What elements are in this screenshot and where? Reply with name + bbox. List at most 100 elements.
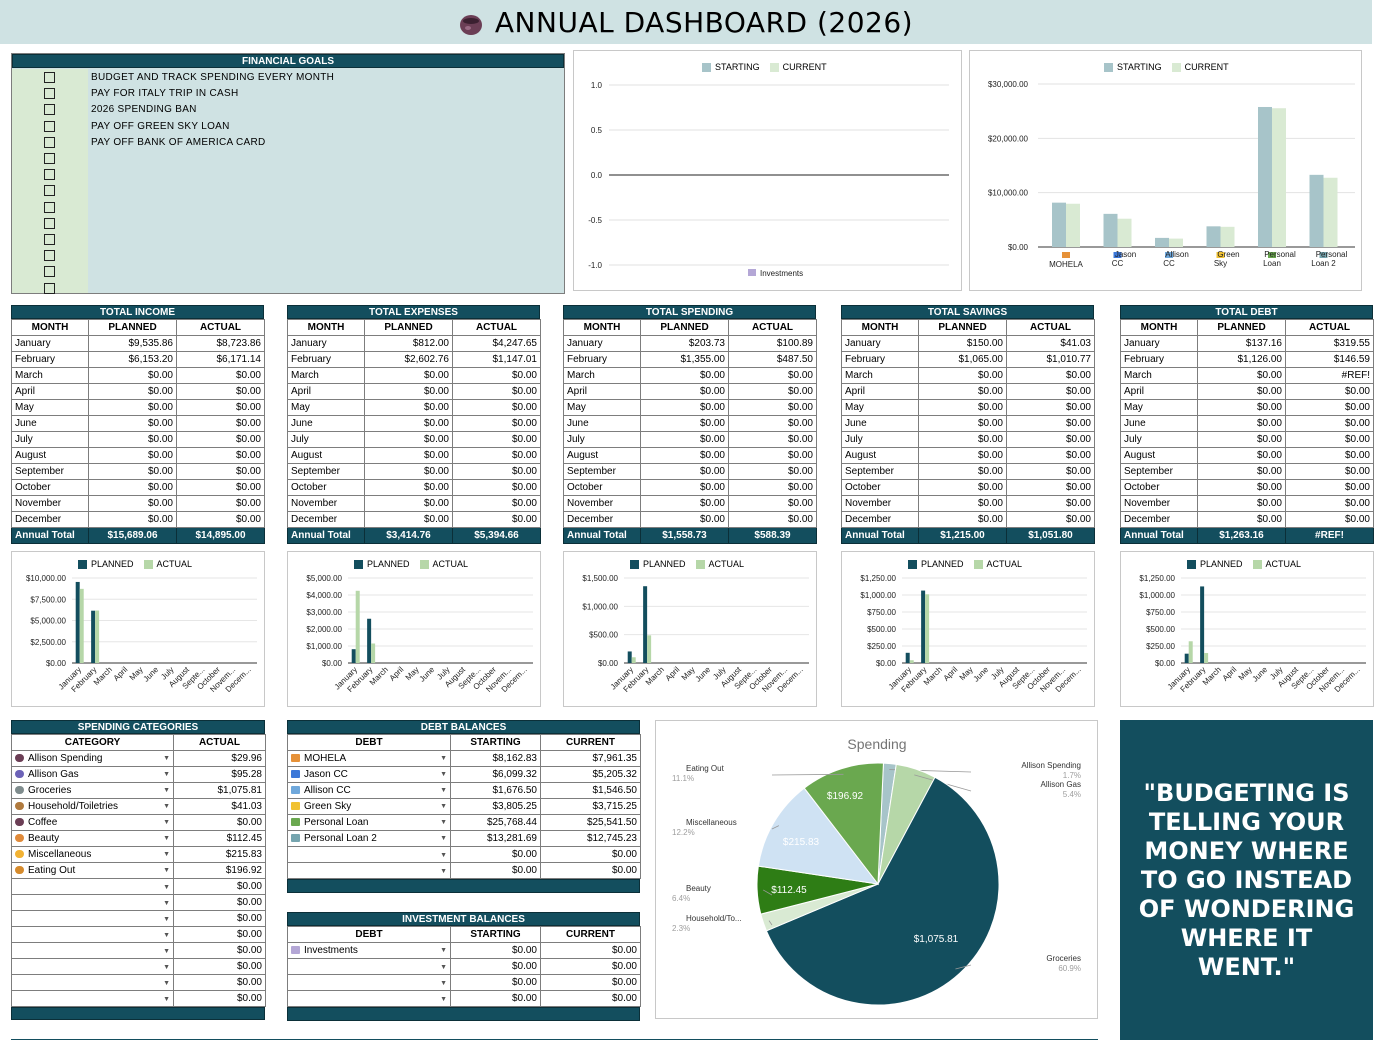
category-cell[interactable]: ▼ bbox=[11, 974, 174, 991]
planned-cell[interactable]: $0.00 bbox=[88, 431, 177, 448]
actual-cell[interactable]: $0.00 bbox=[728, 463, 817, 480]
actual-cell[interactable]: $0.00 bbox=[728, 479, 817, 496]
actual-cell[interactable]: $0.00 bbox=[728, 511, 817, 528]
dropdown-arrow-icon[interactable]: ▼ bbox=[163, 755, 170, 762]
actual-cell[interactable]: $196.92 bbox=[173, 862, 266, 879]
dropdown-arrow-icon[interactable]: ▼ bbox=[440, 868, 447, 875]
current-cell[interactable]: $0.00 bbox=[540, 958, 641, 975]
planned-cell[interactable]: $0.00 bbox=[918, 415, 1007, 432]
planned-cell[interactable]: $0.00 bbox=[1197, 479, 1286, 496]
actual-cell[interactable]: $0.00 bbox=[173, 910, 266, 927]
actual-cell[interactable]: $0.00 bbox=[173, 814, 266, 831]
planned-cell[interactable]: $0.00 bbox=[364, 479, 453, 496]
month-cell[interactable]: February bbox=[1120, 351, 1198, 368]
planned-cell[interactable]: $6,153.20 bbox=[88, 351, 177, 368]
actual-cell[interactable]: $0.00 bbox=[173, 878, 266, 895]
goal-checkbox[interactable] bbox=[44, 169, 55, 181]
current-cell[interactable]: $25,541.50 bbox=[540, 814, 641, 831]
planned-cell[interactable]: $0.00 bbox=[88, 511, 177, 528]
actual-cell[interactable]: $0.00 bbox=[176, 399, 265, 416]
planned-cell[interactable]: $0.00 bbox=[1197, 463, 1286, 480]
planned-cell[interactable]: $0.00 bbox=[1197, 415, 1286, 432]
dropdown-arrow-icon[interactable]: ▼ bbox=[440, 771, 447, 778]
actual-cell[interactable]: $146.59 bbox=[1285, 351, 1374, 368]
planned-cell[interactable]: $0.00 bbox=[1197, 495, 1286, 512]
actual-cell[interactable]: $1,075.81 bbox=[173, 782, 266, 799]
actual-cell[interactable]: $0.00 bbox=[728, 431, 817, 448]
debt-cell[interactable]: MOHELA ▼ bbox=[287, 750, 451, 767]
actual-cell[interactable]: $0.00 bbox=[452, 447, 541, 464]
actual-cell[interactable]: $0.00 bbox=[1006, 367, 1095, 384]
current-cell[interactable]: $3,715.25 bbox=[540, 798, 641, 815]
goal-checkbox[interactable] bbox=[44, 234, 55, 245]
month-cell[interactable]: July bbox=[1120, 431, 1198, 448]
actual-cell[interactable]: $112.45 bbox=[173, 830, 266, 847]
actual-cell[interactable]: $0.00 bbox=[176, 495, 265, 512]
actual-cell[interactable]: $0.00 bbox=[173, 894, 266, 911]
dropdown-arrow-icon[interactable]: ▼ bbox=[163, 996, 170, 1003]
actual-cell[interactable]: $0.00 bbox=[1006, 463, 1095, 480]
month-cell[interactable]: May bbox=[841, 399, 919, 416]
actual-cell[interactable]: $0.00 bbox=[1006, 447, 1095, 464]
month-cell[interactable]: January bbox=[11, 335, 89, 352]
planned-cell[interactable]: $0.00 bbox=[1197, 399, 1286, 416]
planned-cell[interactable]: $0.00 bbox=[918, 511, 1007, 528]
planned-cell[interactable]: $0.00 bbox=[364, 511, 453, 528]
actual-cell[interactable]: $0.00 bbox=[1285, 511, 1374, 528]
actual-cell[interactable]: $0.00 bbox=[1285, 495, 1374, 512]
actual-cell[interactable]: $1,010.77 bbox=[1006, 351, 1095, 368]
dropdown-arrow-icon[interactable]: ▼ bbox=[163, 884, 170, 891]
planned-cell[interactable]: $0.00 bbox=[918, 495, 1007, 512]
month-cell[interactable]: August bbox=[841, 447, 919, 464]
debt-cell[interactable]: Personal Loan 2 ▼ bbox=[287, 830, 451, 847]
planned-cell[interactable]: $0.00 bbox=[1197, 431, 1286, 448]
category-cell[interactable]: ▼ bbox=[11, 942, 174, 959]
actual-cell[interactable]: $0.00 bbox=[1006, 431, 1095, 448]
month-cell[interactable]: February bbox=[11, 351, 89, 368]
month-cell[interactable]: July bbox=[287, 431, 365, 448]
actual-cell[interactable]: $29.96 bbox=[173, 750, 266, 767]
category-cell[interactable]: Allison Spending ▼ bbox=[11, 750, 174, 767]
dropdown-arrow-icon[interactable]: ▼ bbox=[163, 964, 170, 971]
current-cell[interactable]: $12,745.23 bbox=[540, 830, 641, 847]
current-cell[interactable]: $1,546.50 bbox=[540, 782, 641, 799]
actual-cell[interactable]: $0.00 bbox=[728, 415, 817, 432]
actual-cell[interactable]: #REF! bbox=[1285, 367, 1374, 384]
month-cell[interactable]: September bbox=[287, 463, 365, 480]
goal-checkbox[interactable] bbox=[44, 88, 55, 100]
planned-cell[interactable]: $0.00 bbox=[640, 447, 729, 464]
dropdown-arrow-icon[interactable]: ▼ bbox=[163, 819, 170, 826]
investment-cell[interactable]: ▼ bbox=[287, 958, 451, 975]
debt-cell[interactable]: Allison CC ▼ bbox=[287, 782, 451, 799]
current-cell[interactable]: $0.00 bbox=[540, 846, 641, 863]
planned-cell[interactable]: $0.00 bbox=[364, 431, 453, 448]
planned-cell[interactable]: $0.00 bbox=[1197, 511, 1286, 528]
dropdown-arrow-icon[interactable]: ▼ bbox=[163, 980, 170, 987]
dropdown-arrow-icon[interactable]: ▼ bbox=[440, 947, 447, 954]
month-cell[interactable]: May bbox=[1120, 399, 1198, 416]
actual-cell[interactable]: $0.00 bbox=[176, 367, 265, 384]
investment-cell[interactable]: ▼ bbox=[287, 990, 451, 1007]
debt-cell[interactable]: ▼ bbox=[287, 862, 451, 879]
dropdown-arrow-icon[interactable]: ▼ bbox=[163, 803, 170, 810]
goal-checkbox[interactable] bbox=[44, 153, 55, 164]
actual-cell[interactable]: $6,171.14 bbox=[176, 351, 265, 368]
planned-cell[interactable]: $0.00 bbox=[364, 383, 453, 400]
dropdown-arrow-icon[interactable]: ▼ bbox=[163, 867, 170, 874]
planned-cell[interactable]: $1,355.00 bbox=[640, 351, 729, 368]
goal-checkbox[interactable] bbox=[44, 104, 55, 116]
planned-cell[interactable]: $0.00 bbox=[1197, 367, 1286, 384]
month-cell[interactable]: August bbox=[1120, 447, 1198, 464]
planned-cell[interactable]: $137.16 bbox=[1197, 335, 1286, 352]
planned-cell[interactable]: $0.00 bbox=[640, 383, 729, 400]
planned-cell[interactable]: $0.00 bbox=[364, 415, 453, 432]
planned-cell[interactable]: $0.00 bbox=[88, 463, 177, 480]
actual-cell[interactable]: $0.00 bbox=[728, 399, 817, 416]
actual-cell[interactable]: $0.00 bbox=[1006, 383, 1095, 400]
investment-cell[interactable]: Investments ▼ bbox=[287, 942, 451, 959]
month-cell[interactable]: July bbox=[11, 431, 89, 448]
month-cell[interactable]: December bbox=[11, 511, 89, 528]
actual-cell[interactable]: $0.00 bbox=[1285, 383, 1374, 400]
month-cell[interactable]: May bbox=[11, 399, 89, 416]
current-cell[interactable]: $0.00 bbox=[540, 942, 641, 959]
